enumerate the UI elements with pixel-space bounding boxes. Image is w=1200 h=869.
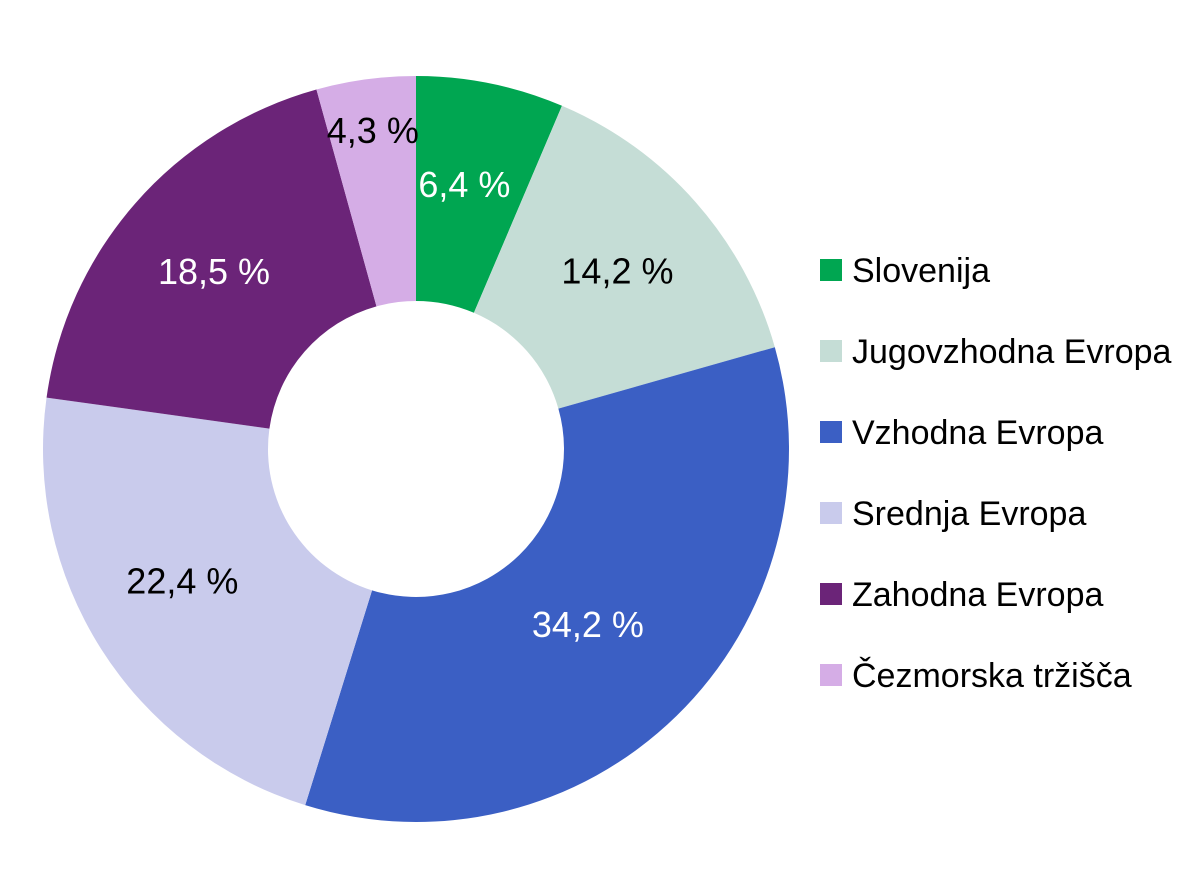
data-label-slovenija: 6,4 % — [418, 164, 510, 205]
slice-vzhodna-evropa — [305, 347, 789, 823]
legend-swatch — [820, 421, 842, 443]
data-label-srednja-evropa: 22,4 % — [126, 560, 238, 601]
slice-cezmorska-trzisca — [316, 76, 416, 307]
chart-slice-labels: 6,4 % 14,2 % 34,2 % 22,4 % 18,5 % 4,3 % — [126, 110, 673, 645]
slice-zahodna-evropa — [46, 89, 377, 429]
legend-item-zahodna-evropa: Zahodna Evropa — [820, 576, 1103, 614]
legend-swatch — [820, 259, 842, 281]
slice-srednja-evropa — [43, 397, 373, 806]
chart-legend: Slovenija Jugovzhodna Evropa Vzhodna Evrop… — [820, 252, 1172, 695]
legend-swatch — [820, 583, 842, 605]
legend-item-jugovzhodna-evropa: Jugovzhodna Evropa — [820, 333, 1172, 371]
data-label-zahodna-evropa: 18,5 % — [158, 251, 270, 292]
data-label-vzhodna-evropa: 34,2 % — [532, 604, 644, 645]
legend-swatch — [820, 340, 842, 362]
slice-jugovzhodna-evropa — [473, 105, 775, 409]
legend-label: Vzhodna Evropa — [852, 414, 1103, 452]
legend-swatch — [820, 502, 842, 524]
legend-item-vzhodna-evropa: Vzhodna Evropa — [820, 414, 1103, 452]
legend-label: Srednja Evropa — [852, 495, 1086, 533]
legend-label: Jugovzhodna Evropa — [852, 333, 1172, 371]
legend-label: Slovenija — [852, 252, 990, 290]
chart-slices — [43, 76, 789, 823]
slice-slovenija — [416, 76, 562, 313]
data-label-cezmorska-trzisca: 4,3 % — [327, 110, 419, 151]
legend-item-srednja-evropa: Srednja Evropa — [820, 495, 1086, 533]
legend-swatch — [820, 664, 842, 686]
legend-label: Čezmorska tržišča — [852, 657, 1132, 695]
legend-label: Zahodna Evropa — [852, 576, 1103, 614]
legend-item-cezmorska-trzisca: Čezmorska tržišča — [820, 657, 1132, 695]
data-label-jugovzhodna-evropa: 14,2 % — [561, 250, 673, 291]
legend-item-slovenija: Slovenija — [820, 252, 990, 290]
